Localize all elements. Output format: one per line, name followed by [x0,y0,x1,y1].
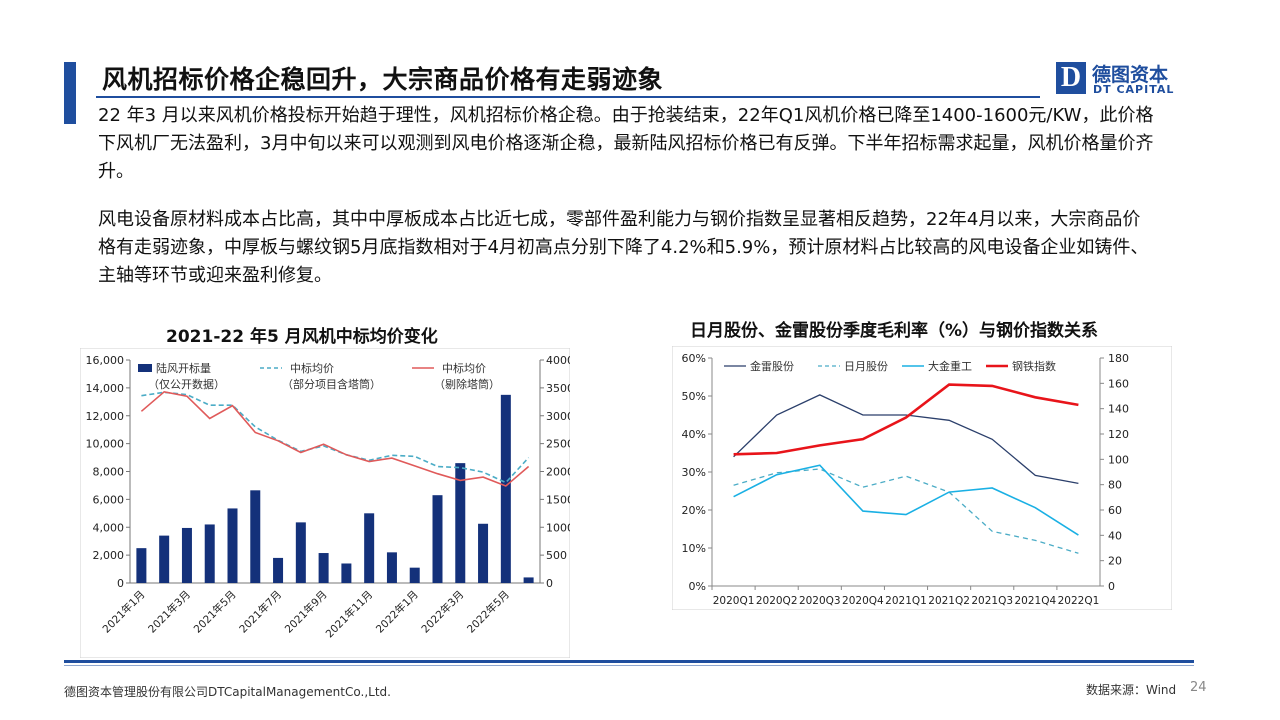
chart2-line-jinlei [733,394,1079,485]
chart2-right-tick-label: 100 [1108,453,1129,466]
chart1-bar [409,567,420,583]
chart1-left-tick-label: 14,000 [86,382,125,395]
title-underline [96,96,1040,98]
chart1-legend-label: 中标均价 [442,361,486,375]
chart1-right-tick-label: 500 [546,549,567,562]
chart2-right-tick-label: 20 [1108,555,1122,568]
chart2-left-tick-label: 30% [682,466,706,479]
chart1-left-tick-label: 6,000 [93,493,125,506]
chart2-legend-label: 大金重工 [928,359,972,373]
chart2-frame [672,346,1172,610]
chart1-line-price-ex-tower [140,390,530,487]
chart2-x-tick-label: 2020Q4 [842,595,884,607]
chart2-right-tick-label: 60 [1108,504,1122,517]
chart1-right-tick-label: 3000 [546,410,570,423]
chart1-bar [455,463,466,583]
chart1-legend-sublabel: （仅公开数据） [148,377,225,391]
chart2-left-tick-label: 50% [682,390,706,403]
chart1-right-tick-label: 3500 [546,382,570,395]
chart2-x-tick-label: 2022Q1 [1058,595,1100,607]
chart1-bar [250,490,261,583]
chart1-left-tick-label: 0 [117,577,124,590]
chart1-left-tick-label: 2,000 [93,549,125,562]
title-accent-bar [64,62,76,124]
chart2-right-tick-label: 180 [1108,352,1129,365]
chart1-legend-label: 陆风开标量 [156,361,211,375]
chart2-right-tick-label: 140 [1108,403,1129,416]
chart2-x-tick-label: 2021Q3 [971,595,1013,607]
chart1-bar [181,527,192,583]
chart1-left-tick-label: 8,000 [93,466,125,479]
logo-english-name: DT CAPITAL [1093,83,1175,96]
company-logo: D 德图资本 DT CAPITAL [1056,62,1186,98]
footer-source: 数据来源：Wind [1086,683,1177,697]
chart2-right-tick-label: 160 [1108,377,1129,390]
chart2-x-tick-label: 2020Q2 [756,595,798,607]
chart1-right-tick-label: 1000 [546,521,570,534]
chart2-left-tick-label: 60% [682,352,706,365]
chart2-line-dajin [733,464,1079,536]
wind-bid-price-chart: 0 2,000 4,000 6,000 8,000 10,000 12,000 14,000 1… [80,348,570,658]
chart1-bar [386,552,397,583]
chart1-legend-sublabel: （剔除塔筒） [434,377,500,391]
chart1-frame [80,348,570,658]
logo-chinese-name: 德图资本 [1092,64,1169,86]
footer-rule [64,660,1194,663]
chart2-x-tick-label: 2021Q2 [928,595,970,607]
logo-mark: D [1056,62,1086,94]
chart1-right-tick-label: 2500 [546,438,570,451]
chart2-legend-label: 日月股份 [844,360,888,373]
chart2-right-tick-label: 120 [1108,428,1129,441]
chart1-bar [318,553,329,583]
chart1-right-tick-label: 4000 [546,354,570,367]
chart1-bar [432,495,443,583]
chart1-legend-label: 中标均价 [290,361,334,375]
chart1-legend-sublabel: （部分项目含塔筒） [282,377,381,391]
chart1-bar [136,548,147,583]
chart1-bar [273,557,284,583]
chart2-title: 日月股份、金雷股份季度毛利率（%）与钢价指数关系 [690,321,1099,341]
chart1-bar [500,394,511,583]
chart2-line-steel-index [733,383,1079,456]
chart2-left-tick-label: 10% [682,542,706,555]
chart1-left-tick-label: 4,000 [93,521,125,534]
chart2-left-tick-label: 40% [682,428,706,441]
chart1-right-tick-label: 0 [546,577,553,590]
chart2-right-tick-label: 40 [1108,529,1122,542]
chart2-right-tick-label: 80 [1108,479,1122,492]
chart2-right-tick-label: 0 [1108,580,1115,593]
chart1-left-tick-label: 16,000 [86,354,125,367]
chart2-left-tick-label: 0% [689,580,706,593]
chart2-x-tick-label: 2020Q3 [799,595,841,607]
page-number: 24 [1190,680,1207,695]
chart1-legend-swatch [138,364,152,372]
chart2-x-tick-label: 2021Q1 [885,595,927,607]
chart1-bar [364,513,375,583]
chart2-legend-label: 金雷股份 [750,359,794,373]
chart1-right-tick-label: 2000 [546,466,570,479]
paragraph-wind-price: 22 年3 月以来风机价格投标开始趋于理性，风机招标价格企稳。由于抢装结束，22… [98,105,1154,182]
chart2-legend-label: 钢铁指数 [1012,359,1056,373]
chart1-bar [204,524,215,583]
chart2-x-tick-label: 2021Q4 [1014,595,1056,607]
footer-rule-thin [64,665,1194,666]
chart1-bar [227,508,238,583]
chart1-bar [295,522,306,583]
chart1-right-tick-label: 1500 [546,493,570,506]
chart1-bar [478,523,489,583]
gross-margin-steel-chart: 0% 10% 20% 30% 40% 50% 60% 0 20 40 60 80 100 120 140 16… [672,346,1172,610]
page-title: 风机招标价格企稳回升，大宗商品价格有走弱迹象 [102,65,664,94]
chart2-x-tick-label: 2020Q1 [713,595,755,607]
chart1-title: 2021-22 年5 月风机中标均价变化 [166,327,438,347]
chart1-bar [341,563,352,583]
footer-company: 德图资本管理股份有限公司DTCapitalManagementCo.,Ltd. [64,685,391,699]
chart2-left-tick-label: 20% [682,504,706,517]
chart1-left-tick-label: 12,000 [86,410,125,423]
chart1-bar [523,577,534,583]
chart1-bar [159,535,170,583]
paragraph-raw-material: 风电设备原材料成本占比高，其中中厚板成本占比近七成，零部件盈利能力与钢价指数呈显… [98,209,1149,286]
chart1-left-tick-label: 10,000 [86,438,125,451]
